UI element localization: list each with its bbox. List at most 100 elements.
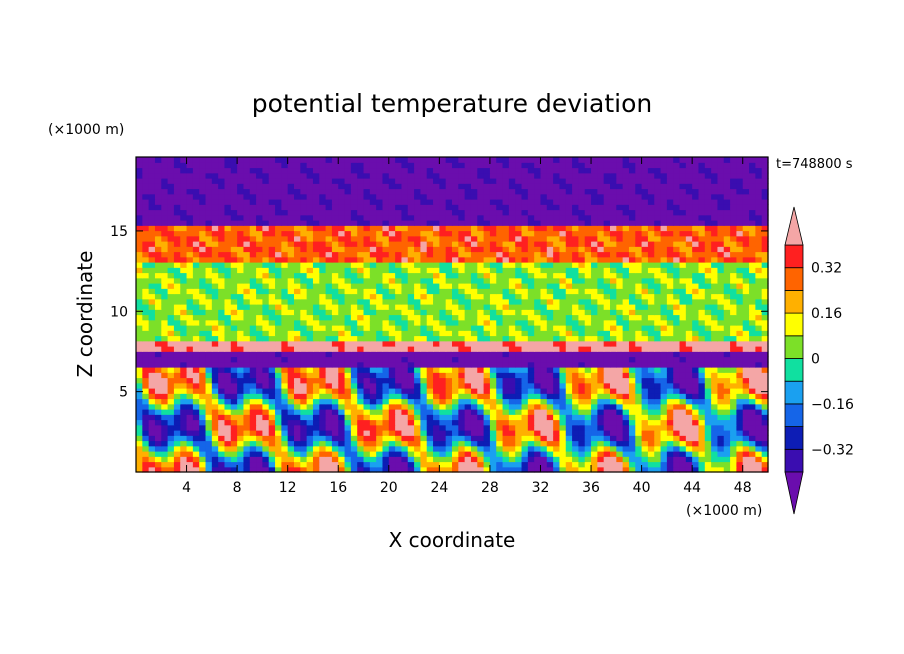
field-cell: [502, 424, 510, 431]
field-cell: [736, 298, 744, 305]
field-cell: [426, 367, 434, 373]
field-cell: [458, 256, 466, 263]
field-cell: [338, 403, 346, 410]
field-cell: [338, 351, 346, 358]
field-cell: [527, 403, 535, 410]
field-cell: [452, 435, 459, 442]
field-cell: [483, 367, 491, 373]
field-cell: [414, 351, 421, 358]
field-cell: [173, 414, 181, 421]
field-cell: [489, 235, 497, 242]
field-cell: [723, 283, 731, 289]
field-cell: [186, 230, 194, 237]
field-cell: [237, 256, 245, 263]
field-cell: [426, 288, 434, 295]
field-cell: [186, 220, 194, 226]
field-cell: [692, 398, 700, 405]
field-cell: [420, 424, 428, 431]
field-cell: [325, 225, 333, 232]
field-cell: [249, 445, 257, 452]
field-cell: [761, 445, 769, 452]
field-cell: [584, 314, 592, 321]
field-cell: [647, 388, 655, 394]
field-cell: [483, 409, 491, 415]
field-cell: [287, 398, 295, 405]
field-cell: [572, 419, 579, 426]
field-cell: [331, 225, 339, 232]
field-cell: [553, 466, 561, 473]
field-cell: [660, 235, 668, 242]
field-cell: [325, 277, 333, 284]
field-cell: [281, 409, 289, 415]
field-cell: [173, 220, 181, 226]
field-cell: [262, 325, 270, 331]
field-cell: [186, 304, 194, 310]
field-cell: [711, 367, 719, 373]
field-cell: [180, 414, 188, 421]
field-cell: [319, 372, 327, 379]
field-cell: [527, 293, 535, 300]
field-cell: [154, 304, 162, 310]
field-cell: [464, 330, 472, 337]
field-cell: [749, 393, 756, 400]
field-cell: [534, 277, 542, 284]
field-cell: [312, 283, 320, 289]
field-cell: [464, 220, 472, 226]
field-cell: [312, 451, 320, 457]
field-cell: [401, 309, 409, 316]
field-cell: [647, 351, 655, 358]
field-cell: [584, 424, 592, 431]
field-cell: [167, 351, 175, 358]
field-cell: [433, 293, 440, 300]
field-cell: [218, 419, 226, 426]
field-cell: [167, 230, 175, 237]
field-cell: [161, 325, 169, 331]
field-cell: [167, 246, 175, 253]
field-cell: [173, 330, 181, 337]
field-cell: [572, 435, 579, 442]
field-cell: [420, 335, 428, 342]
field-cell: [489, 356, 497, 363]
field-cell: [540, 235, 548, 242]
field-cell: [489, 361, 497, 368]
field-cell: [610, 241, 617, 247]
field-cell: [508, 340, 516, 347]
field-cell: [723, 304, 731, 310]
field-cell: [679, 293, 687, 300]
field-cell: [546, 367, 554, 373]
field-cell: [388, 225, 396, 232]
field-cell: [635, 435, 643, 442]
field-cell: [515, 319, 523, 326]
field-cell: [527, 267, 535, 274]
field-cell: [553, 246, 561, 253]
field-cell: [654, 435, 662, 442]
field-cell: [717, 309, 725, 316]
field-cell: [578, 451, 586, 457]
field-cell: [540, 398, 548, 405]
field-cell: [711, 456, 719, 463]
field-cell: [755, 230, 763, 237]
field-cell: [363, 393, 371, 400]
field-cell: [527, 256, 535, 263]
field-cell: [199, 325, 207, 331]
field-cell: [243, 367, 251, 373]
field-cell: [281, 262, 289, 268]
field-cell: [483, 456, 491, 463]
field-cell: [711, 235, 719, 242]
field-cell: [357, 246, 365, 253]
field-cell: [464, 335, 472, 342]
field-cell: [470, 298, 478, 305]
field-cell: [433, 319, 440, 326]
field-cell: [363, 398, 371, 405]
field-cell: [325, 330, 333, 337]
field-cell: [477, 403, 485, 410]
field-cell: [685, 304, 693, 310]
field-cell: [496, 367, 504, 373]
field-cell: [622, 403, 630, 410]
field-cell: [515, 435, 523, 442]
field-cell: [192, 340, 200, 347]
field-cell: [452, 372, 459, 379]
field-cell: [603, 288, 611, 295]
field-cell: [483, 356, 491, 363]
field-cell: [325, 267, 333, 274]
